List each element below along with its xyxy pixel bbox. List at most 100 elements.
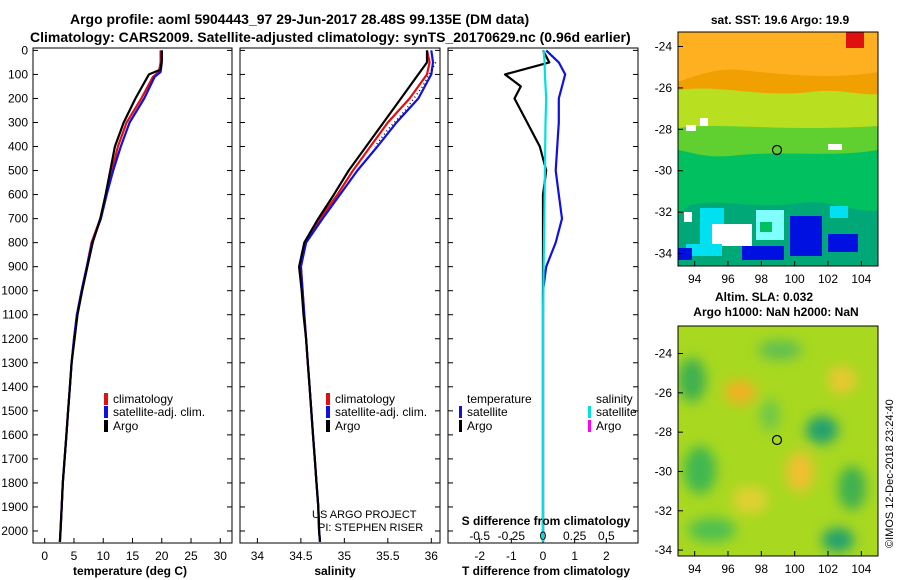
legend-s-argo-label: Argo [596, 419, 622, 433]
x-tick-label: 0 [41, 549, 48, 563]
x-tick-label: -2 [474, 549, 485, 563]
sst-argo-position-marker [771, 144, 783, 156]
top-x-tick-label: -0.25 [498, 529, 526, 543]
difference-ticks: -2 -1 0 1 2 [448, 49, 638, 563]
lon-tick-label: 104 [851, 272, 871, 286]
depth-axis: 0 100 200 300 400 500 600 700 800 900 1000 1100 1200… [1, 43, 28, 538]
lat-tick-label: -26 [655, 81, 673, 95]
sla-map-frame [677, 325, 879, 557]
salinity-xlabel: salinity [314, 564, 356, 578]
lat-tick-label: -30 [655, 164, 673, 178]
series-satellite-adj-clim- [58, 50, 163, 542]
credit-pi: PI: STEPHEN RISER [318, 522, 423, 534]
depth-tick-label: 400 [8, 140, 28, 154]
difference-top-ticks: -0.5 -0.25 0 0.25 0.5 [469, 529, 615, 543]
depth-tick-label: 0 [21, 43, 28, 57]
x-tick-label: 2 [603, 549, 610, 563]
sst-map-frame [677, 31, 879, 267]
lon-tick-label: 98 [755, 272, 769, 286]
legend-s-satellite-label: satellite [596, 405, 637, 419]
figure-title-line1: Argo profile: aoml 5904443_97 29-Jun-201… [70, 11, 529, 27]
depth-tick-label: 200 [8, 91, 28, 105]
legend-t-argo-label: Argo [467, 419, 493, 433]
lon-tick-label: 104 [851, 562, 871, 576]
legend-salinity-title: salinity [596, 392, 633, 406]
x-tick-label: 34.5 [289, 549, 313, 563]
depth-tick-label: 1100 [2, 308, 28, 322]
depth-tick-label: 2000 [1, 524, 28, 538]
x-tick-label: 36 [425, 549, 439, 563]
sla-map-field [678, 326, 878, 556]
legend-argo-label: Argo [335, 419, 361, 433]
legend-climatology-label: climatology [113, 392, 173, 406]
legend-climatology-swatch [104, 393, 108, 405]
x-tick-label: 20 [155, 549, 169, 563]
legend-satellite-swatch [326, 406, 330, 418]
depth-tick-label: 900 [8, 260, 28, 274]
figure-title-line2: Climatology: CARS2009. Satellite-adjuste… [30, 29, 631, 45]
x-tick-label: 30 [214, 549, 228, 563]
depth-tick-label: 700 [8, 212, 28, 226]
legend-t-satellite-swatch [459, 406, 462, 418]
sst-map-title: sat. SST: 19.6 Argo: 19.9 [711, 13, 850, 27]
depth-tick-label: 1400 [1, 380, 28, 394]
depth-tick-label: 1500 [1, 404, 28, 418]
x-tick-label: 0 [540, 549, 547, 563]
lon-tick-label: 100 [785, 272, 805, 286]
legend-s-argo-swatch [588, 420, 591, 432]
lat-tick-label: -34 [655, 247, 673, 261]
legend-climatology-label: climatology [335, 392, 395, 406]
legend-satellite-label: satellite-adj. clim. [113, 405, 205, 419]
salinity-series [298, 50, 437, 542]
top-x-tick-label: 0 [540, 529, 547, 543]
x-tick-label: 25 [184, 549, 198, 563]
temperature-panel: 0 5 10 15 20 25 30 temperature (deg C) climato… [32, 47, 233, 578]
series-s-satellite [541, 50, 548, 542]
sla-map-title-line1: Altim. SLA: 0.032 [715, 290, 813, 304]
legend-s-satellite-swatch [588, 406, 591, 418]
temperature-series [58, 50, 163, 542]
lat-tick-label: -34 [655, 543, 673, 557]
top-x-tick-label: -0.5 [469, 529, 490, 543]
series-argo [58, 50, 163, 542]
x-tick-label: 1 [571, 549, 578, 563]
lon-tick-label: 96 [721, 562, 735, 576]
temperature-ticks: 0 5 10 15 20 25 30 [33, 49, 232, 563]
depth-tick-label: 1900 [1, 500, 28, 514]
difference-legend: temperature satellite Argo salinity sate… [459, 392, 637, 433]
x-tick-label: 10 [97, 549, 111, 563]
lat-tick-label: -28 [655, 122, 673, 136]
lat-tick-label: -30 [655, 464, 673, 478]
legend-argo-swatch [104, 420, 108, 432]
series-satellite-adj-clim- [299, 50, 435, 542]
lat-tick-label: -32 [655, 504, 673, 518]
legend-satellite-label: satellite-adj. clim. [335, 405, 427, 419]
sst-map: sat. SST: 19.6 Argo: 19.9 94 9 [655, 13, 879, 286]
legend-t-satellite-label: satellite [467, 405, 508, 419]
lat-tick-label: -24 [655, 347, 673, 361]
sla-argo-position-marker [771, 434, 783, 446]
sst-map-field [678, 32, 878, 266]
lat-tick-label: -24 [655, 39, 673, 53]
depth-tick-label: 1300 [1, 356, 28, 370]
series-argo [298, 50, 429, 542]
top-x-tick-label: 0.5 [598, 529, 615, 543]
lon-tick-label: 102 [818, 562, 838, 576]
lon-tick-label: 100 [785, 562, 805, 576]
series-climatology [299, 50, 431, 542]
depth-tick-label: 500 [8, 164, 28, 178]
sla-map-ticks: 94 96 98 100 102 104 -24 -26 -28 -30 -32 -34 [655, 347, 872, 576]
depth-tick-label: 800 [8, 236, 28, 250]
difference-series [503, 49, 567, 542]
depth-tick-label: 100 [8, 67, 28, 81]
sla-map-title-line2: Argo h1000: NaN h2000: NaN [693, 305, 858, 319]
imos-credit: ©IMOS 12-Dec-2018 23:24:40 [884, 399, 896, 548]
lat-tick-label: -28 [655, 425, 673, 439]
salinity-legend: climatology satellite-adj. clim. Argo [326, 392, 427, 433]
depth-tick-label: 600 [8, 188, 28, 202]
temperature-xlabel: temperature (deg C) [73, 564, 187, 578]
salinity-frame [239, 47, 441, 544]
legend-temperature-title: temperature [467, 392, 532, 406]
legend-climatology-swatch [326, 393, 330, 405]
